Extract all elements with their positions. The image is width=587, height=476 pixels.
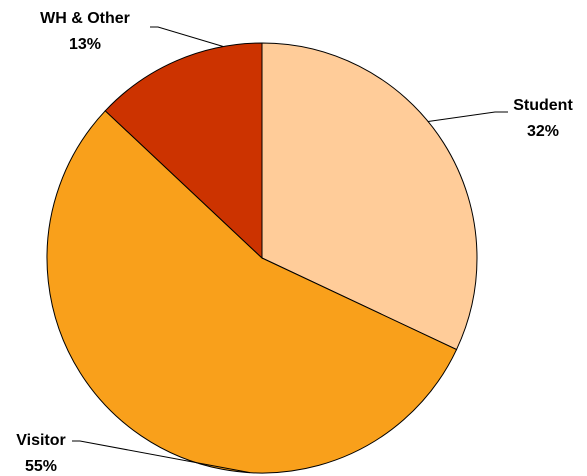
pie-slice-wh-other <box>104 42 263 260</box>
slice-label-wh-other: WH & Other <box>40 10 130 27</box>
slice-value-visitor: 55% <box>25 458 57 475</box>
slice-value-student: 32% <box>527 123 559 140</box>
slice-label-student: Student <box>513 97 573 114</box>
pie-labels: Student 32% Visitor 55% WH & Other 13% <box>16 10 573 475</box>
leader-line-visitor <box>72 440 251 474</box>
pie-slice-student <box>261 42 478 351</box>
slice-label-visitor: Visitor <box>16 432 66 449</box>
pie-slice-visitor <box>46 110 458 474</box>
pie-slices <box>46 42 478 474</box>
pie-leader-lines <box>72 26 508 474</box>
leader-line-wh-other <box>150 26 224 48</box>
slice-value-wh-other: 13% <box>69 36 101 53</box>
leader-line-student <box>428 111 508 123</box>
